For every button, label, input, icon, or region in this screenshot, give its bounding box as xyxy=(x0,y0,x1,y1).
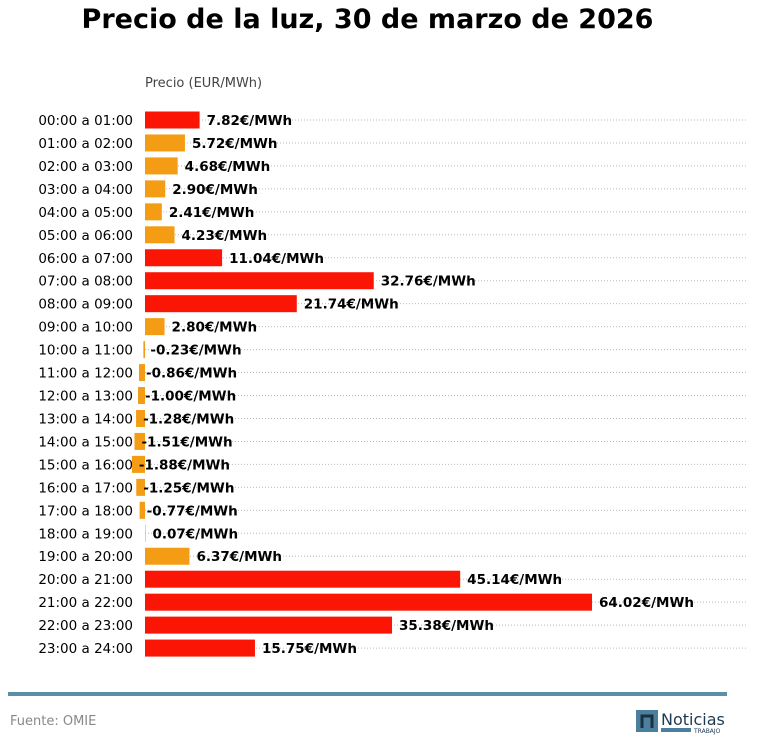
category-label: 09:00 a 10:00 xyxy=(38,320,133,336)
bar xyxy=(145,570,461,588)
bar-chart: Precio (EUR/MWh) 00:00 a 01:00 01:00 a 02… xyxy=(38,76,748,657)
category-label: 18:00 a 19:00 xyxy=(38,526,133,542)
data-label: 7.82€/MWh xyxy=(207,113,293,129)
source-text: Fuente: OMIE xyxy=(10,714,97,729)
bar xyxy=(145,547,190,565)
bar xyxy=(136,409,145,427)
category-label: 22:00 a 23:00 xyxy=(38,618,133,634)
category-label: 10:00 a 11:00 xyxy=(38,343,133,359)
data-label: -1.88€/MWh xyxy=(139,457,230,473)
bar xyxy=(143,341,145,359)
svg-text:TRABAJO: TRABAJO xyxy=(693,728,721,735)
category-label: 01:00 a 02:00 xyxy=(38,136,133,152)
bar xyxy=(145,111,200,129)
bar xyxy=(131,455,145,473)
data-label: 4.68€/MWh xyxy=(185,159,271,175)
data-label: 0.07€/MWh xyxy=(152,526,238,542)
bar xyxy=(145,180,166,198)
bar xyxy=(145,272,374,290)
data-label: -1.25€/MWh xyxy=(143,480,234,496)
data-label: -1.00€/MWh xyxy=(145,389,236,405)
bar xyxy=(145,616,393,634)
category-label: 17:00 a 18:00 xyxy=(38,503,133,519)
category-label: 04:00 a 05:00 xyxy=(38,205,133,221)
category-label: 00:00 a 01:00 xyxy=(38,113,133,129)
category-label: 19:00 a 20:00 xyxy=(38,549,133,565)
noticias-trabajo-logo: Noticias TRABAJO xyxy=(636,710,725,735)
data-label: 45.14€/MWh xyxy=(467,572,562,588)
svg-text:Noticias: Noticias xyxy=(661,710,725,729)
category-label: 11:00 a 12:00 xyxy=(38,366,133,382)
category-label: 06:00 a 07:00 xyxy=(38,251,133,267)
data-label: 2.90€/MWh xyxy=(172,182,258,198)
bar xyxy=(145,157,178,175)
category-label: 07:00 a 08:00 xyxy=(38,274,133,290)
bar xyxy=(145,249,223,267)
bar xyxy=(145,593,592,611)
category-label: 14:00 a 15:00 xyxy=(38,434,133,450)
category-label: 20:00 a 21:00 xyxy=(38,572,133,588)
data-label: -1.28€/MWh xyxy=(143,411,234,427)
data-label: 2.41€/MWh xyxy=(169,205,255,221)
data-label: 6.37€/MWh xyxy=(196,549,282,565)
data-label: 11.04€/MWh xyxy=(229,251,324,267)
bar xyxy=(145,639,255,657)
bar xyxy=(136,478,145,496)
category-label: 08:00 a 09:00 xyxy=(38,297,133,313)
data-label: -0.23€/MWh xyxy=(150,343,241,359)
bar xyxy=(145,226,175,244)
data-label: 64.02€/MWh xyxy=(599,595,694,611)
chart-title: Precio de la luz, 30 de marzo de 2026 xyxy=(81,4,654,35)
category-label: 23:00 a 24:00 xyxy=(38,641,133,657)
category-label: 05:00 a 06:00 xyxy=(38,228,133,244)
bar xyxy=(145,524,146,542)
footer-divider xyxy=(8,692,727,696)
bar xyxy=(134,432,145,450)
data-label: -0.86€/MWh xyxy=(146,366,237,382)
category-label: 15:00 a 16:00 xyxy=(38,457,133,473)
category-label: 03:00 a 04:00 xyxy=(38,182,133,198)
bar xyxy=(145,134,185,152)
bar xyxy=(138,364,145,382)
axis-label: Precio (EUR/MWh) xyxy=(145,76,262,91)
data-label: 32.76€/MWh xyxy=(381,274,476,290)
data-label: -0.77€/MWh xyxy=(147,503,238,519)
bar xyxy=(139,501,145,519)
data-label: 2.80€/MWh xyxy=(172,320,258,336)
category-label: 13:00 a 14:00 xyxy=(38,411,133,427)
bar xyxy=(145,318,165,336)
data-label: 15.75€/MWh xyxy=(262,641,357,657)
bar xyxy=(138,387,145,405)
data-label: 4.23€/MWh xyxy=(182,228,268,244)
category-label: 12:00 a 13:00 xyxy=(38,389,133,405)
data-label: 21.74€/MWh xyxy=(304,297,399,313)
data-label: 5.72€/MWh xyxy=(192,136,278,152)
category-label: 16:00 a 17:00 xyxy=(38,480,133,496)
bar xyxy=(145,203,162,221)
category-label: 21:00 a 22:00 xyxy=(38,595,133,611)
bar xyxy=(145,295,297,313)
category-label: 02:00 a 03:00 xyxy=(38,159,133,175)
data-label: 35.38€/MWh xyxy=(399,618,494,634)
data-label: -1.51€/MWh xyxy=(141,434,232,450)
